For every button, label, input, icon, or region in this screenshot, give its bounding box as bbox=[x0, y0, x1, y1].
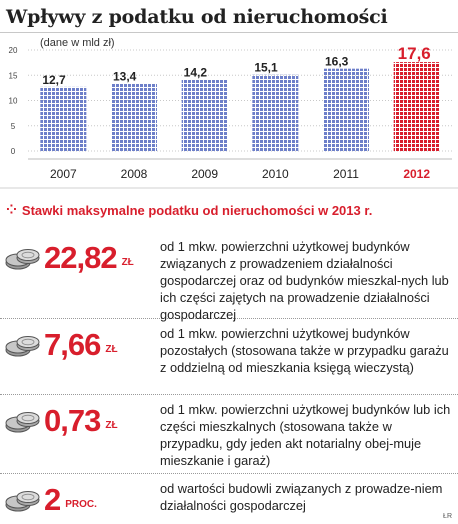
bar bbox=[393, 62, 440, 151]
coins-icon bbox=[4, 408, 42, 434]
bar bbox=[323, 68, 369, 151]
bar bbox=[252, 74, 299, 151]
x-tick-label: 2007 bbox=[50, 167, 77, 181]
bar-value-label: 13,4 bbox=[113, 69, 137, 83]
bar-value-label: 15,1 bbox=[254, 61, 278, 75]
rate-row: 7,66 ZŁ od 1 mkw. powierzchni użytkowej … bbox=[0, 319, 458, 395]
coins-icon bbox=[4, 245, 42, 271]
coins-icon bbox=[4, 332, 42, 358]
bar-value-label: 14,2 bbox=[184, 65, 208, 79]
y-tick-label: 5 bbox=[11, 122, 16, 131]
y-tick-label: 0 bbox=[11, 147, 16, 156]
bullet-dots-icon: ⁘ bbox=[6, 202, 17, 217]
bar-value-label: 16,3 bbox=[325, 55, 349, 69]
y-tick-label: 15 bbox=[9, 71, 18, 80]
x-tick-label: 2012 bbox=[403, 167, 430, 181]
y-tick-label: 20 bbox=[9, 46, 18, 55]
x-tick-label: 2008 bbox=[121, 167, 148, 181]
x-tick-label: 2009 bbox=[191, 167, 218, 181]
rate-value: 2 bbox=[44, 482, 61, 517]
rates-list: 22,82 ZŁ od 1 mkw. powierzchni użytkowej… bbox=[0, 232, 458, 520]
rate-value: 0,73 bbox=[44, 403, 101, 438]
rate-description: od 1 mkw. powierzchni użytkowej budynków… bbox=[160, 326, 449, 375]
rates-heading: ⁘ Stawki maksymalne podatku od nieruchom… bbox=[6, 202, 372, 218]
bar bbox=[40, 86, 87, 151]
rate-description: od 1 mkw. powierzchni użytkowej budynków… bbox=[160, 402, 451, 468]
x-tick-label: 2010 bbox=[262, 167, 289, 181]
title-divider bbox=[0, 32, 458, 33]
y-tick-label: 10 bbox=[9, 97, 18, 106]
chart-title: Wpływy z podatku od nieruchomości bbox=[6, 6, 388, 28]
bar bbox=[181, 79, 228, 151]
x-tick-label: 2011 bbox=[333, 167, 359, 181]
rate-unit: ZŁ bbox=[121, 257, 134, 268]
rate-value: 7,66 bbox=[44, 327, 101, 362]
rates-heading-text: Stawki maksymalne podatku od nieruchomoś… bbox=[21, 202, 373, 218]
rate-description: od 1 mkw. powierzchni użytkowej budynków… bbox=[160, 239, 449, 322]
rate-unit: PROC. bbox=[65, 499, 97, 510]
rate-unit: ZŁ bbox=[105, 344, 118, 355]
bar bbox=[111, 83, 157, 151]
coins-icon bbox=[4, 487, 42, 513]
bar-chart: 0 5 10 15 20 (dane w mld zł) 12,7 2007 13,4 2008 1… bbox=[0, 37, 458, 189]
rate-unit: ZŁ bbox=[105, 420, 118, 431]
bar-value-label: 17,6 bbox=[398, 44, 431, 63]
rate-row: 0,73 ZŁ od 1 mkw. powierzchni użytkowej … bbox=[0, 395, 458, 474]
rate-description: od wartości budowli związanych z prowadz… bbox=[160, 481, 443, 513]
rate-row: 2 PROC. od wartości budowli związanych z… bbox=[0, 474, 458, 520]
unit-label: (dane w mld zł) bbox=[40, 37, 115, 49]
bar-value-label: 12,7 bbox=[42, 73, 66, 87]
rate-row: 22,82 ZŁ od 1 mkw. powierzchni użytkowej… bbox=[0, 232, 458, 322]
source-credit: ŁR bbox=[443, 513, 452, 520]
rate-value: 22,82 bbox=[44, 240, 118, 275]
